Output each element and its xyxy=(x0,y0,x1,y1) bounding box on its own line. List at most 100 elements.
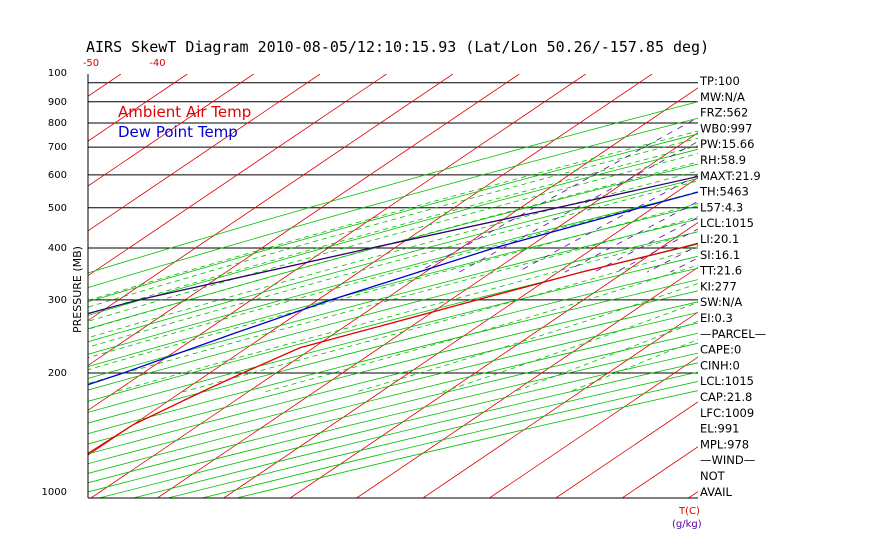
pressure-tick-label: 300 xyxy=(48,295,67,306)
index-item: TH:5463 xyxy=(699,185,749,199)
pressure-tick-label: 1000 xyxy=(42,487,67,498)
dry-adiabat-line xyxy=(88,322,698,474)
pressure-tick-label: 400 xyxy=(48,243,67,254)
isotherm-line xyxy=(88,74,454,322)
chart-title: AIRS SkewT Diagram 2010-08-05/12:10:15.9… xyxy=(86,38,709,56)
index-item: LFC:1009 xyxy=(700,406,754,420)
isotherm-line xyxy=(555,401,698,498)
pressure-tick-label: 500 xyxy=(48,203,67,214)
isotherm-line xyxy=(88,74,387,277)
isotherm-line xyxy=(88,74,254,187)
dry-adiabat-line xyxy=(88,117,698,288)
isotherm-line xyxy=(90,87,698,498)
dry-adiabat-line xyxy=(88,218,698,379)
pressure-tick-labels: 100 200 300 400 500 600 700 800 900 1000 xyxy=(42,68,67,498)
isotherm-lines xyxy=(88,74,698,498)
mixing-ratio-line xyxy=(418,117,698,273)
index-item: CINH:0 xyxy=(700,358,740,372)
legend-entry-2: Dew Point Temp xyxy=(118,123,238,141)
index-item: CAP:21.8 xyxy=(700,390,752,404)
mixing-ratio-line xyxy=(564,200,698,273)
moist-adiabat-line xyxy=(88,130,698,301)
moist-adiabat-line xyxy=(88,137,698,308)
index-item: EI:0.3 xyxy=(700,311,733,325)
moist-adiabat-line xyxy=(88,203,698,371)
index-item: LCL:1015 xyxy=(700,374,754,388)
index-item: AVAIL xyxy=(700,485,733,499)
index-item: FRZ:562 xyxy=(700,106,748,120)
dry-adiabat-line xyxy=(88,178,698,343)
index-item: MPL:978 xyxy=(700,437,749,451)
series-line-2 xyxy=(88,191,698,386)
series-line-3 xyxy=(88,175,698,315)
index-item: NOT xyxy=(700,469,726,483)
temperature-top-tick-label: -40 xyxy=(149,58,165,69)
pressure-tick-label: 600 xyxy=(48,170,67,181)
index-item: CAPE:0 xyxy=(700,343,741,357)
dry-adiabat-line xyxy=(88,290,698,445)
dry-adiabat-line xyxy=(88,301,698,455)
isotherm-line xyxy=(289,221,698,498)
isotherm-line xyxy=(157,132,698,498)
moist-adiabat-line xyxy=(263,264,698,393)
y-axis-label: PRESSURE (MB) xyxy=(71,246,84,333)
index-item: —PARCEL— xyxy=(700,327,766,341)
isotherm-line xyxy=(489,356,698,498)
pressure-tick-label: 700 xyxy=(48,142,67,153)
pressure-tick-label: 900 xyxy=(48,97,67,108)
mixing-ratio-unit-label: (g/kg) xyxy=(672,519,702,530)
moist-adiabat-line xyxy=(88,161,698,330)
index-item: SI:16.1 xyxy=(700,248,740,262)
index-item: LI:20.1 xyxy=(700,232,739,246)
moist-adiabat-line xyxy=(88,191,698,359)
profile-series xyxy=(88,175,698,455)
isotherm-line xyxy=(88,74,586,411)
isotherm-line xyxy=(88,74,520,366)
temperature-top-tick-label: -50 xyxy=(83,58,99,69)
pressure-tick-label: 100 xyxy=(48,68,67,79)
dry-adiabat-line xyxy=(88,243,698,402)
index-item: TP:100 xyxy=(699,74,740,88)
index-item: SW:N/A xyxy=(700,295,742,309)
isotherm-line xyxy=(88,74,321,232)
index-item: MAXT:21.9 xyxy=(700,169,761,183)
dry-adiabat-line xyxy=(88,205,698,367)
dry-adiabat-line xyxy=(88,148,698,316)
series-line-1 xyxy=(88,242,698,455)
dry-adiabat-line xyxy=(88,231,698,391)
pressure-tick-label: 800 xyxy=(48,118,67,129)
index-item: PW:15.66 xyxy=(700,137,754,151)
guide-lines xyxy=(88,74,698,498)
index-item: LCL:1015 xyxy=(700,216,754,230)
moist-adiabat-line xyxy=(113,231,698,393)
mixing-ratio-lines xyxy=(418,117,698,273)
temperature-top-tick-labels: -50 -40 xyxy=(83,58,166,69)
dry-adiabat-line xyxy=(88,101,698,274)
moist-adiabat-line xyxy=(88,145,698,315)
moist-adiabat-lines xyxy=(88,130,698,393)
mixing-ratio-line xyxy=(594,216,698,273)
isotherm-line xyxy=(422,311,698,498)
index-item: KI:277 xyxy=(700,279,737,293)
index-item: RH:58.9 xyxy=(700,153,746,167)
moist-adiabat-line xyxy=(88,153,698,322)
index-item: —WIND— xyxy=(700,453,755,467)
dry-adiabat-line xyxy=(88,312,698,465)
dry-adiabat-line xyxy=(88,279,698,435)
dry-adiabat-line xyxy=(88,267,698,424)
dry-adiabat-line xyxy=(88,133,698,303)
legend-entry-1: Ambient Air Temp xyxy=(118,103,251,121)
isotherm-line xyxy=(223,177,698,498)
index-item: MW:N/A xyxy=(700,90,745,104)
index-item: L57:4.3 xyxy=(700,200,743,214)
moist-adiabat-line xyxy=(88,170,698,339)
index-item: EL:991 xyxy=(700,422,740,436)
pressure-tick-label: 200 xyxy=(48,368,67,379)
legend: Ambient Air Temp Dew Point Temp xyxy=(118,103,251,141)
index-item: WB0:997 xyxy=(700,121,752,135)
dry-adiabat-line xyxy=(88,255,698,413)
temperature-unit-label: T(C) xyxy=(678,506,700,517)
index-item: TT:21.6 xyxy=(699,264,742,278)
